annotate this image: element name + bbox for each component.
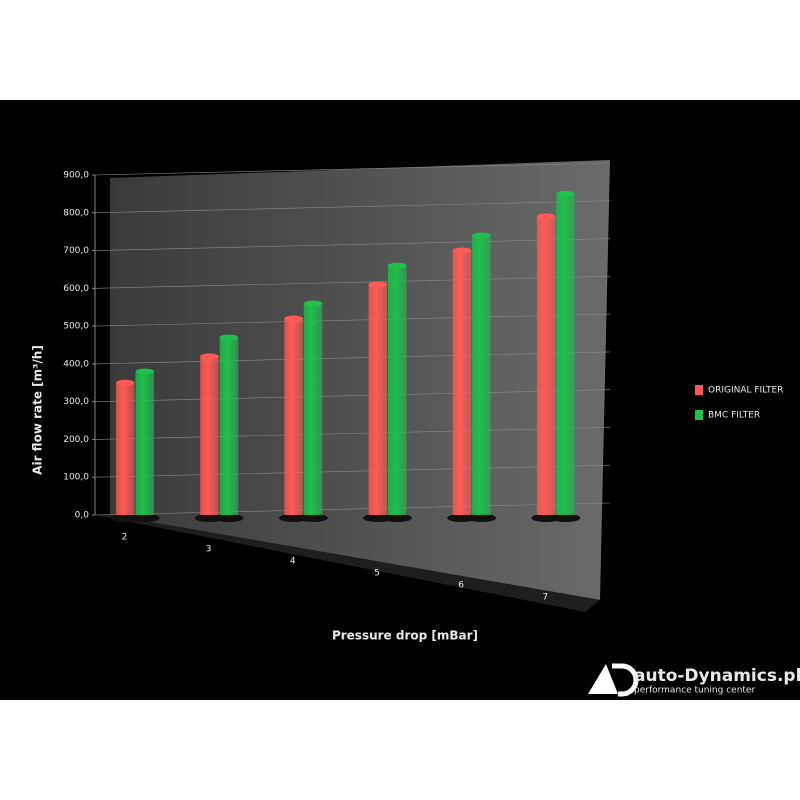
bar-top bbox=[387, 262, 407, 269]
legend-label: BMC FILTER bbox=[708, 411, 760, 421]
grid-line bbox=[94, 276, 611, 289]
bar bbox=[284, 318, 303, 515]
x-axis-title: Pressure drop [mBar] bbox=[332, 629, 478, 643]
bar-top bbox=[368, 281, 388, 288]
x-tick-label: 7 bbox=[542, 593, 548, 603]
bar bbox=[219, 337, 239, 515]
y-axis-title: Air flow rate [m³/h] bbox=[31, 345, 45, 475]
bar-top bbox=[556, 190, 575, 197]
y-tick-label: 700,0 bbox=[63, 246, 89, 256]
bar bbox=[387, 265, 407, 515]
y-tick-label: 200,0 bbox=[63, 435, 89, 445]
bar bbox=[116, 382, 135, 515]
bar-top bbox=[135, 368, 155, 375]
grid-line bbox=[94, 351, 611, 365]
bar bbox=[536, 216, 556, 516]
legend-label: ORIGINAL FILTER bbox=[708, 386, 783, 396]
grid-line bbox=[94, 162, 611, 176]
bar bbox=[200, 356, 219, 515]
grid-line bbox=[94, 200, 611, 214]
bar-top bbox=[284, 315, 303, 322]
bar-shadow bbox=[298, 514, 328, 522]
y-tick-label: 100,0 bbox=[63, 473, 89, 483]
bar-shadow bbox=[214, 514, 244, 522]
y-tick-label: 900,0 bbox=[63, 171, 89, 181]
y-tick-label: 0,0 bbox=[75, 511, 90, 521]
bar-shadow bbox=[550, 514, 581, 522]
grid-line bbox=[94, 427, 611, 440]
bar-shadow bbox=[466, 514, 497, 522]
bar-top bbox=[472, 232, 491, 239]
grid-line bbox=[94, 464, 611, 478]
bar bbox=[303, 303, 323, 515]
bar bbox=[556, 193, 575, 515]
grid-line bbox=[94, 313, 611, 327]
logo-mark bbox=[588, 664, 618, 694]
bar-top bbox=[536, 213, 556, 220]
x-tick-label: 4 bbox=[290, 557, 296, 567]
floor bbox=[95, 515, 600, 612]
grid-line bbox=[94, 238, 611, 251]
y-tick-label: 300,0 bbox=[63, 397, 89, 407]
logo-title: auto-Dynamics.pl bbox=[634, 666, 800, 686]
bar bbox=[135, 371, 155, 515]
bar-top bbox=[219, 334, 239, 341]
bar-shadow bbox=[129, 514, 160, 522]
bar-top bbox=[452, 247, 472, 254]
y-tick-label: 800,0 bbox=[63, 208, 89, 218]
y-tick-label: 600,0 bbox=[63, 284, 89, 294]
legend-swatch bbox=[695, 385, 703, 395]
bar-top bbox=[116, 379, 135, 386]
bar bbox=[368, 284, 388, 515]
y-tick-label: 400,0 bbox=[63, 359, 89, 369]
x-tick-label: 5 bbox=[374, 569, 380, 579]
x-tick-label: 2 bbox=[122, 533, 128, 543]
bar-top bbox=[200, 353, 219, 360]
bar bbox=[452, 250, 472, 516]
x-tick-label: 6 bbox=[458, 581, 464, 591]
y-tick-label: 500,0 bbox=[63, 322, 89, 332]
grid-line bbox=[94, 389, 611, 402]
bar bbox=[472, 235, 491, 515]
bar-top bbox=[303, 300, 323, 307]
grid-line bbox=[94, 502, 611, 516]
x-tick-label: 3 bbox=[206, 545, 212, 555]
bar-shadow bbox=[382, 514, 413, 522]
logo: auto-Dynamics.pl performance tuning cent… bbox=[588, 663, 800, 697]
legend-swatch bbox=[695, 410, 703, 420]
logo-subtitle: performance tuning center bbox=[634, 686, 755, 696]
logo-mark bbox=[612, 663, 639, 697]
